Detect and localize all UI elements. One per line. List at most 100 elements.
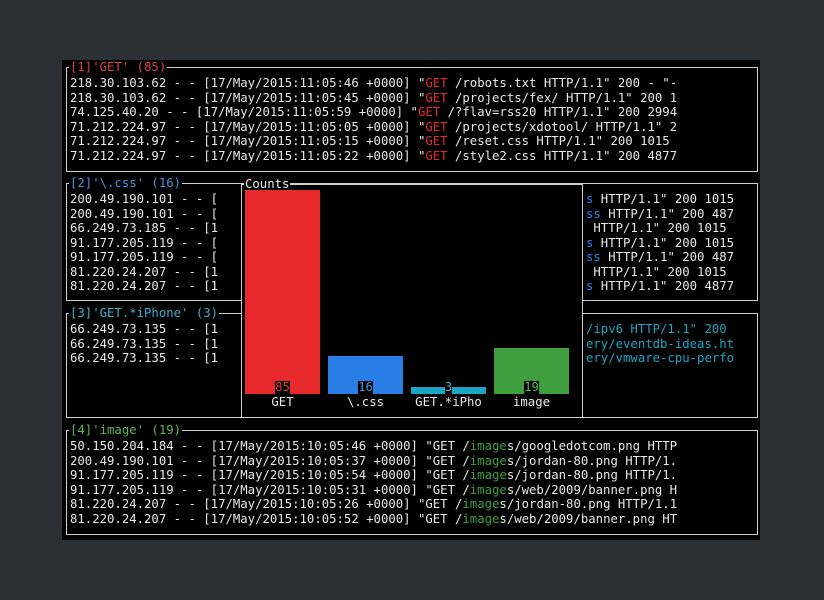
log-text: 200.49.190.101 - - [ [70,206,219,221]
log-line: HTTP/1.1" 200 1015 [586,265,754,280]
log-text: HTTP/1.1" 200 487 [600,250,735,264]
log-line: 81.220.24.207 - - [1 [70,279,240,294]
log-text: 66.249.73.135 - - [1 [70,351,219,365]
log-text: 66.249.73.135 - - [1 [70,322,219,336]
match-highlight: /ipv6 HTTP/1.1" 200 [586,322,727,336]
log-line: 66.249.73.135 - - [1 [70,322,240,337]
log-line: 71.212.224.97 - - [17/May/2015:11:05:15 … [70,134,756,149]
log-line: ery/eventdb-ideas.ht [586,337,754,352]
log-text: HTTP/1.1" 200 4877 [593,279,735,293]
log-text: HTTP/1.1" 200 487 [600,206,735,221]
log-line: ss HTTP/1.1" 200 487 [586,250,754,265]
log-text: 74.125.40.20 - - [17/May/2015:11:05:59 +… [70,105,418,119]
bar-value-label: 3 [444,380,453,394]
log-line: 71.212.224.97 - - [17/May/2015:11:05:22 … [70,149,756,164]
pane-title: [1]'GET' (85) [69,60,168,74]
match-highlight: image [462,511,500,526]
pane-title: [2]'\.css' (16) [69,176,183,190]
log-text: /projects/xdotool/ HTTP/1.1" 2 [447,119,678,134]
log-text: /style2.css HTTP/1.1" 200 4877 [447,148,678,163]
log-line: 71.212.224.97 - - [17/May/2015:11:05:05 … [70,120,756,135]
match-highlight: s [586,279,594,293]
match-highlight: ery/vmware-cpu-perfo [586,351,735,365]
match-highlight: GET [425,148,448,163]
log-line: 81.220.24.207 - - [17/May/2015:10:05:52 … [70,512,756,527]
log-line: ss HTTP/1.1" 200 487 [586,207,754,222]
log-text: /?flav=rss20 HTTP/1.1" 200 2994 [440,105,678,119]
match-highlight: ss [586,206,601,221]
log-line: 66.249.73.135 - - [1 [70,337,240,352]
log-text: HTTP/1.1" 200 1015 [593,221,727,235]
bar-value-label: 16 [358,380,373,394]
log-line: 81.220.24.207 - - [17/May/2015:10:05:26 … [70,497,756,512]
log-text: s/jordan-80.png HTTP/1. [506,468,678,482]
log-line: 91.177.205.119 - - [17/May/2015:10:05:31… [70,483,756,498]
match-highlight: ss [586,250,601,264]
log-text: 71.212.224.97 - - [17/May/2015:11:05:22 … [70,148,426,163]
log-lines: 200.49.190.101 - - [200.49.190.101 - - [… [70,192,240,296]
log-text: s/web/2009/banner.png HT [499,511,678,526]
log-text: 66.249.73.185 - - [1 [70,221,219,235]
log-line: ery/vmware-cpu-perfo [586,351,754,366]
log-line: 91.177.205.119 - - [17/May/2015:10:05:54… [70,468,756,483]
log-lines-right: /ipv6 HTTP/1.1" 200 ery/eventdb-ideas.ht e… [586,322,754,412]
log-line: 200.49.190.101 - - [ [70,192,240,207]
bar-0 [245,190,320,394]
pane-get[interactable]: [1]'GET' (85) 218.30.103.62 - - [17/May/… [66,60,758,172]
log-text: s/jordan-80.png HTTP/1.1 [499,497,678,511]
bar-category-label: image [512,395,551,409]
log-line: 66.249.73.135 - - [1 [70,351,240,366]
log-text: 91.177.205.119 - - [17/May/2015:10:05:31… [70,482,470,497]
log-line: 218.30.103.62 - - [17/May/2015:11:05:46 … [70,76,756,91]
log-line: /ipv6 HTTP/1.1" 200 [586,322,754,337]
log-text: HTTP/1.1" 200 1015 [593,264,727,279]
log-text: 71.212.224.97 - - [17/May/2015:11:05:05 … [70,119,426,134]
log-line: s HTTP/1.1" 200 1015 [586,236,754,251]
log-text: 218.30.103.62 - - [17/May/2015:11:05:45 … [70,90,426,105]
pane-iphone[interactable]: [3]'GET.*iPhone' (3) 66.249.73.135 - - [… [66,306,758,418]
pane-css[interactable]: [2]'\.css' (16) 200.49.190.101 - - [200.… [66,176,758,301]
log-text: 91.177.205.119 - - [ [70,235,219,250]
match-highlight: GET [425,134,448,148]
log-line: s HTTP/1.1" 200 1015 [586,192,754,207]
bar-value-label: 19 [524,380,539,394]
match-highlight: image [469,482,507,497]
log-text: s/googledotcom.png HTTP [506,439,678,453]
log-text: s/jordan-80.png HTTP/1. [506,453,678,468]
log-line: 91.177.205.119 - - [ [70,236,240,251]
log-text: HTTP/1.1" 200 1015 [593,235,735,250]
match-highlight: image [469,453,507,468]
log-line: 81.220.24.207 - - [1 [70,265,240,280]
counts-chart: Counts 85 GET 16 \.css 3 GET.*iPho 19 image [241,177,583,418]
log-line: 50.150.204.184 - - [17/May/2015:10:05:46… [70,439,756,454]
log-text: 71.212.224.97 - - [17/May/2015:11:05:15 … [70,134,426,148]
log-lines-right: s HTTP/1.1" 200 1015 ss HTTP/1.1" 200 487… [586,192,754,296]
terminal-window: [1]'GET' (85) 218.30.103.62 - - [17/May/… [62,60,760,540]
log-line: 66.249.73.185 - - [1 [70,221,240,236]
chart-title: Counts [244,177,291,191]
log-lines: 218.30.103.62 - - [17/May/2015:11:05:46 … [70,76,756,166]
match-highlight: GET [425,76,448,90]
log-line: s HTTP/1.1" 200 4877 [586,279,754,294]
bar-category-label: \.css [346,395,385,409]
log-text: 91.177.205.119 - - [ [70,250,219,264]
match-highlight: ery/eventdb-ideas.ht [586,336,735,351]
match-highlight: s [586,235,594,250]
log-line: 91.177.205.119 - - [ [70,250,240,265]
pane-title: [3]'GET.*iPhone' (3) [69,306,220,320]
log-text: s/web/2009/banner.png H [506,482,678,497]
log-text: 81.220.24.207 - - [17/May/2015:10:05:52 … [70,511,463,526]
log-text: 200.49.190.101 - - [ [70,192,219,206]
log-text: 200.49.190.101 - - [17/May/2015:10:05:37… [70,453,470,468]
pane-image[interactable]: [4]'image' (19) 50.150.204.184 - - [17/M… [66,423,758,535]
log-text: /robots.txt HTTP/1.1" 200 - "- [447,76,678,90]
log-line: 74.125.40.20 - - [17/May/2015:11:05:59 +… [70,105,756,120]
log-text: 66.249.73.135 - - [1 [70,336,219,351]
log-text: 50.150.204.184 - - [17/May/2015:10:05:46… [70,439,470,453]
log-text: /reset.css HTTP/1.1" 200 1015 [447,134,670,148]
match-highlight: GET [425,90,448,105]
bar-category-label: GET [271,395,294,409]
log-line: 200.49.190.101 - - [ [70,207,240,222]
log-text: 81.220.24.207 - - [1 [70,279,219,293]
match-highlight: GET [425,119,448,134]
